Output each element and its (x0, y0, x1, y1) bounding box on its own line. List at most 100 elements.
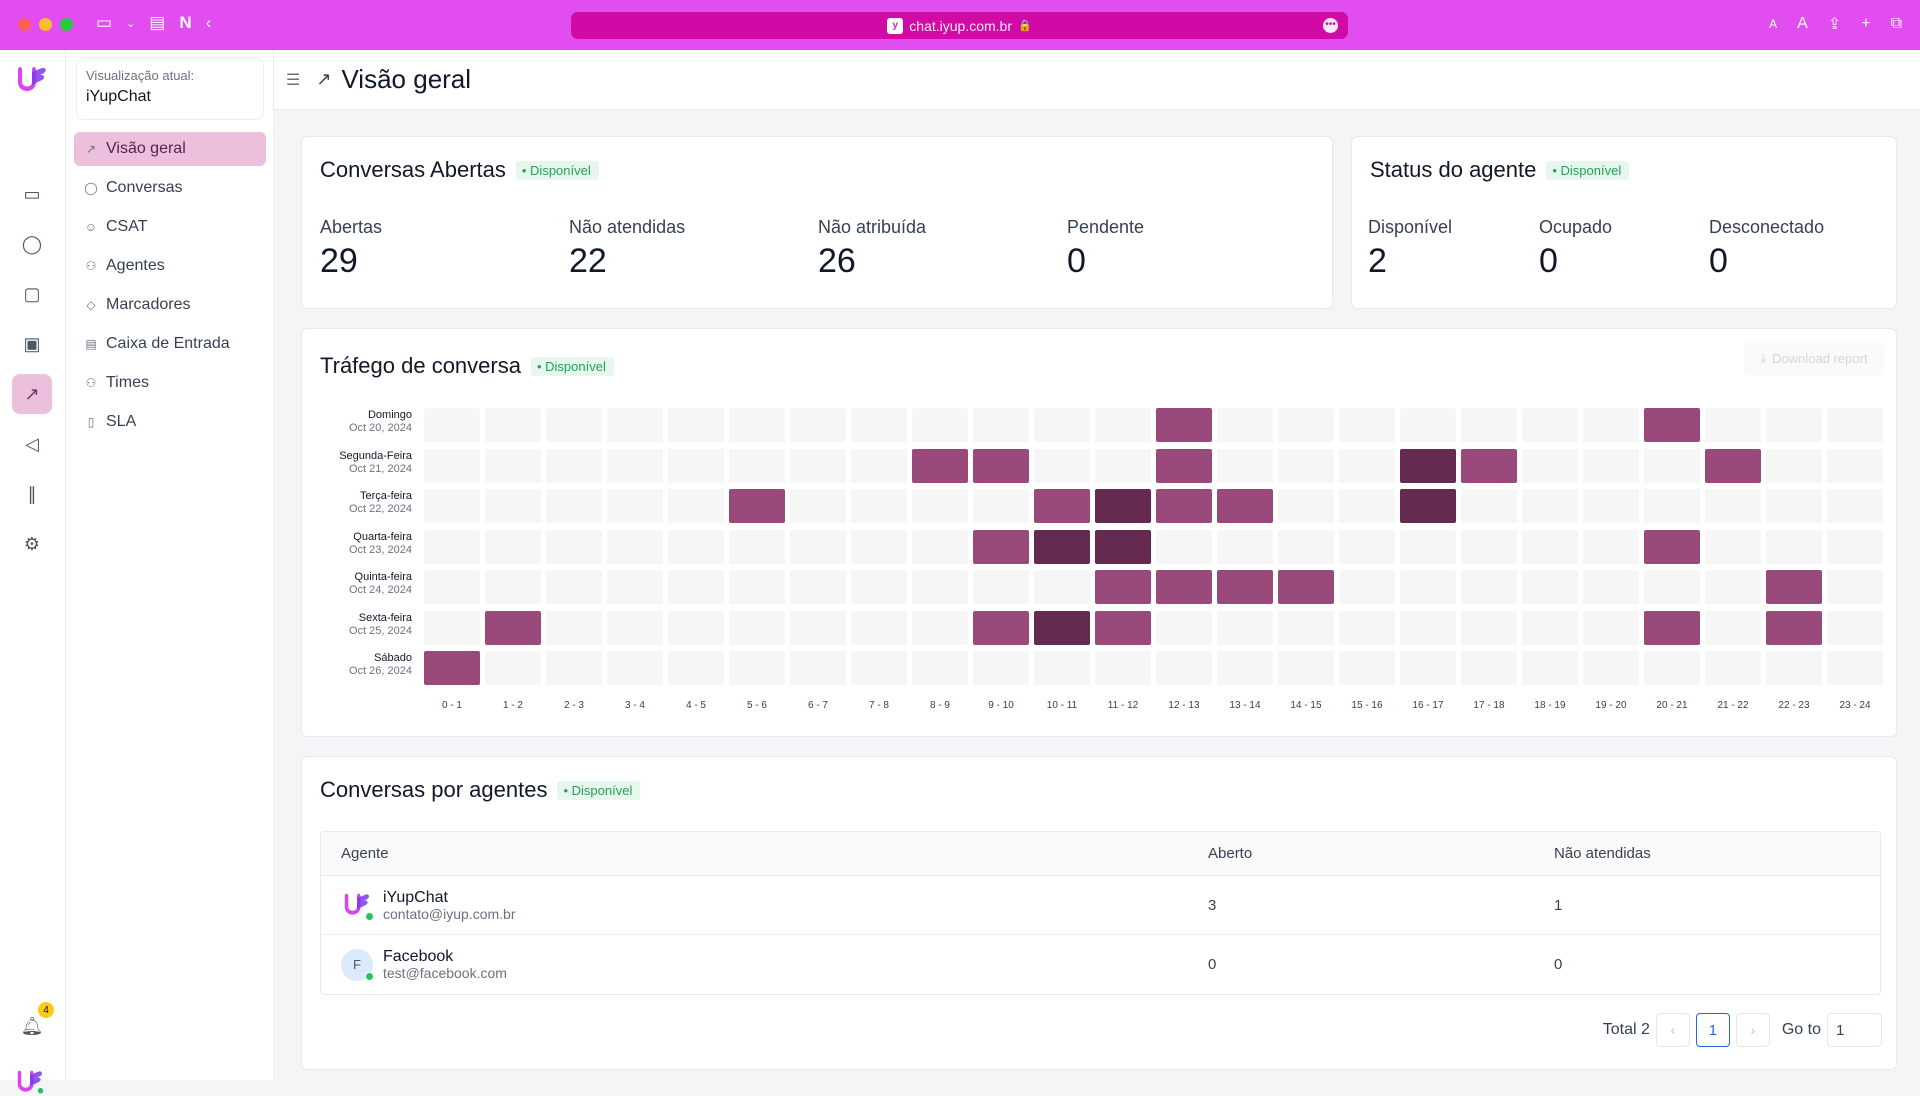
heatmap-cell[interactable] (912, 489, 968, 523)
heatmap-cell[interactable] (1644, 651, 1700, 685)
heatmap-cell[interactable] (1156, 651, 1212, 685)
heatmap-cell[interactable] (1400, 570, 1456, 604)
heatmap-cell[interactable] (1156, 610, 1212, 645)
heatmap-cell[interactable] (851, 570, 907, 604)
heatmap-cell[interactable] (851, 489, 907, 523)
heatmap-cell[interactable] (607, 408, 663, 442)
heatmap-cell[interactable] (546, 610, 602, 645)
heatmap-cell[interactable] (1644, 489, 1700, 523)
heatmap-cell[interactable] (1217, 448, 1273, 483)
heatmap-cell[interactable] (424, 408, 480, 442)
rail-settings-gear-icon[interactable]: ⚙ (23, 533, 41, 554)
sidebar-item-sla[interactable]: ▯ SLA (74, 405, 266, 439)
heatmap-cell[interactable] (1522, 408, 1578, 442)
heatmap-cell[interactable] (1644, 448, 1700, 483)
heatmap-cell[interactable] (607, 489, 663, 523)
heatmap-cell[interactable] (1400, 489, 1456, 523)
heatmap-cell[interactable] (1095, 570, 1151, 604)
heatmap-cell[interactable] (1339, 529, 1395, 564)
heatmap-cell[interactable] (790, 610, 846, 645)
prev-page-button[interactable]: ‹ (1655, 1013, 1690, 1047)
rail-campaigns-icon[interactable]: ◁ (25, 433, 39, 454)
heatmap-cell[interactable] (424, 651, 480, 685)
heatmap-cell[interactable] (1583, 610, 1639, 645)
heatmap-cell[interactable] (1644, 610, 1700, 645)
heatmap-cell[interactable] (851, 610, 907, 645)
heatmap-cell[interactable] (1705, 489, 1761, 523)
heatmap-cell[interactable] (1095, 651, 1151, 685)
heatmap-cell[interactable] (668, 651, 724, 685)
heatmap-cell[interactable] (485, 489, 541, 523)
heatmap-cell[interactable] (1278, 489, 1334, 523)
heatmap-cell[interactable] (1339, 489, 1395, 523)
sidebar-item-inbox[interactable]: ▤ Caixa de Entrada (74, 327, 266, 361)
heatmap-cell[interactable] (1766, 570, 1822, 604)
heatmap-cell[interactable] (1095, 489, 1151, 523)
heatmap-cell[interactable] (1095, 610, 1151, 645)
heatmap-cell[interactable] (1156, 570, 1212, 604)
heatmap-cell[interactable] (607, 610, 663, 645)
heatmap-cell[interactable] (1827, 489, 1883, 523)
heatmap-cell[interactable] (1583, 489, 1639, 523)
heatmap-cell[interactable] (485, 529, 541, 564)
heatmap-cell[interactable] (1461, 651, 1517, 685)
heatmap-cell[interactable] (973, 570, 1029, 604)
heatmap-cell[interactable] (912, 448, 968, 483)
heatmap-cell[interactable] (973, 448, 1029, 483)
maximize-window-button[interactable] (60, 18, 73, 31)
heatmap-cell[interactable] (607, 529, 663, 564)
iyup-logo-icon[interactable] (14, 64, 50, 96)
heatmap-cell[interactable] (1156, 448, 1212, 483)
heatmap-cell[interactable] (790, 651, 846, 685)
heatmap-cell[interactable] (1766, 408, 1822, 442)
heatmap-cell[interactable] (546, 489, 602, 523)
sidebar-item-labels[interactable]: ◇ Marcadores (74, 288, 266, 322)
heatmap-cell[interactable] (1217, 529, 1273, 564)
heatmap-cell[interactable] (1034, 610, 1090, 645)
heatmap-cell[interactable] (1461, 408, 1517, 442)
heatmap-cell[interactable] (607, 448, 663, 483)
heatmap-cell[interactable] (790, 570, 846, 604)
heatmap-cell[interactable] (1827, 610, 1883, 645)
notes-icon[interactable]: ▤ (149, 13, 166, 32)
column-header-unattended[interactable]: Não atendidas (1554, 845, 1651, 862)
heatmap-cell[interactable] (1705, 448, 1761, 483)
back-icon[interactable]: ‹ (205, 13, 212, 32)
heatmap-cell[interactable] (1522, 610, 1578, 645)
current-view-selector[interactable]: Visualização atual: iYupChat (76, 58, 264, 120)
heatmap-cell[interactable] (1705, 610, 1761, 645)
heatmap-cell[interactable] (1217, 570, 1273, 604)
heatmap-cell[interactable] (1766, 610, 1822, 645)
sidebar-item-overview[interactable]: ↗ Visão geral (74, 132, 266, 166)
heatmap-cell[interactable] (973, 610, 1029, 645)
heatmap-cell[interactable] (424, 448, 480, 483)
heatmap-cell[interactable] (973, 529, 1029, 564)
heatmap-cell[interactable] (1461, 448, 1517, 483)
page-number-button[interactable]: 1 (1695, 1013, 1730, 1047)
heatmap-cell[interactable] (668, 408, 724, 442)
heatmap-cell[interactable] (790, 489, 846, 523)
heatmap-cell[interactable] (973, 489, 1029, 523)
heatmap-cell[interactable] (1583, 570, 1639, 604)
rail-contacts-icon[interactable]: ▣ (23, 333, 41, 354)
heatmap-cell[interactable] (1339, 448, 1395, 483)
menu-icon[interactable]: ☰ (286, 71, 301, 89)
chevron-down-icon[interactable]: ⌄ (126, 17, 136, 30)
heatmap-cell[interactable] (1827, 408, 1883, 442)
heatmap-cell[interactable] (1461, 570, 1517, 604)
text-smaller-button[interactable]: A (1769, 17, 1778, 31)
heatmap-cell[interactable] (1339, 570, 1395, 604)
heatmap-cell[interactable] (1278, 529, 1334, 564)
heatmap-cell[interactable] (1400, 408, 1456, 442)
address-bar[interactable]: y chat.iyup.com.br 🔒 ••• (571, 12, 1348, 39)
goto-page-input[interactable]: 1 (1827, 1013, 1882, 1047)
column-header-open[interactable]: Aberto (1208, 845, 1253, 862)
heatmap-cell[interactable] (668, 448, 724, 483)
heatmap-cell[interactable] (1034, 489, 1090, 523)
heatmap-cell[interactable] (485, 610, 541, 645)
heatmap-cell[interactable] (1827, 529, 1883, 564)
heatmap-cell[interactable] (1278, 408, 1334, 442)
heatmap-cell[interactable] (1095, 448, 1151, 483)
heatmap-cell[interactable] (485, 408, 541, 442)
table-row[interactable]: iYupChat contato@iyup.com.br 3 1 (321, 876, 1880, 935)
